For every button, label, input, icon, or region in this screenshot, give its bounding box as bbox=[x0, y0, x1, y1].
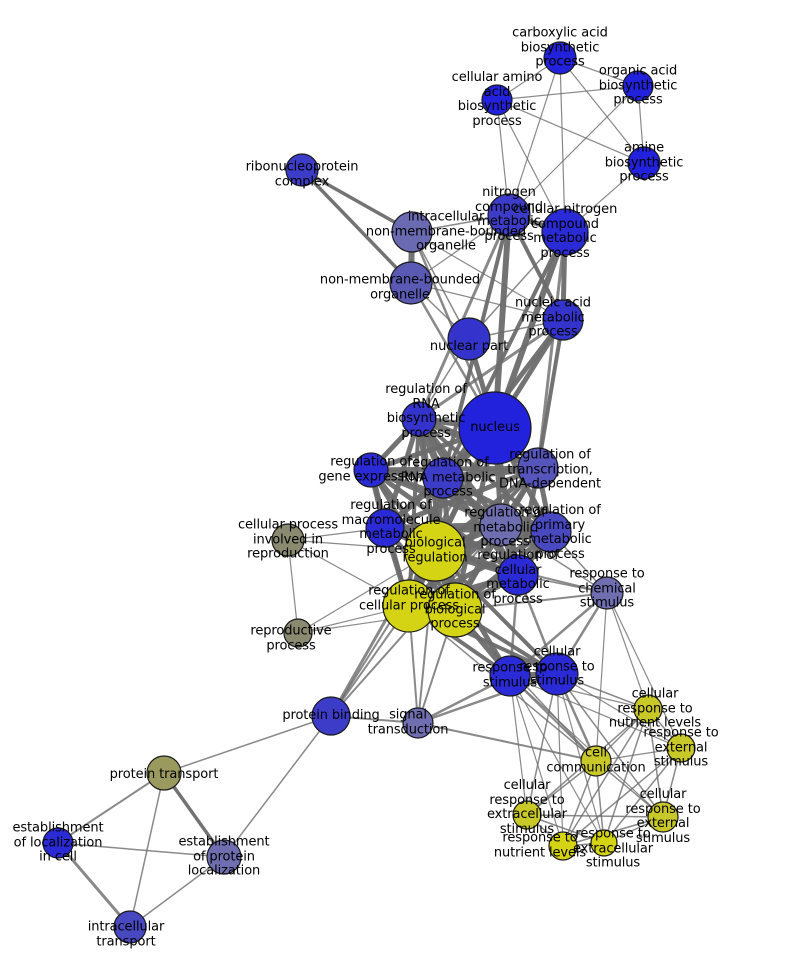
graph-node[interactable] bbox=[285, 153, 319, 187]
graph-edge bbox=[556, 673, 682, 749]
graph-edge bbox=[417, 722, 597, 762]
graph-node[interactable] bbox=[541, 208, 589, 256]
graph-edge bbox=[536, 231, 567, 469]
graph-node[interactable] bbox=[497, 554, 539, 596]
graph-edge bbox=[562, 747, 682, 847]
graph-edge bbox=[562, 816, 664, 847]
graph-node[interactable] bbox=[391, 211, 433, 253]
graph-edge bbox=[603, 747, 682, 844]
graph-edge bbox=[509, 675, 528, 816]
graph-node[interactable] bbox=[283, 618, 313, 648]
graph-node[interactable] bbox=[489, 655, 531, 697]
graph-node[interactable] bbox=[535, 652, 579, 696]
graph-node[interactable] bbox=[146, 755, 182, 791]
graph-node[interactable] bbox=[42, 827, 74, 859]
graph-node[interactable] bbox=[487, 193, 531, 237]
graph-edge bbox=[468, 231, 566, 340]
graph-node[interactable] bbox=[353, 452, 389, 488]
graph-edge bbox=[411, 231, 564, 321]
graph-edge bbox=[410, 282, 564, 321]
graph-edge bbox=[417, 214, 511, 420]
graph-node[interactable] bbox=[271, 523, 305, 557]
graph-edge bbox=[407, 529, 553, 609]
graph-edge bbox=[508, 85, 639, 216]
graph-edge bbox=[526, 673, 558, 816]
graph-edge bbox=[509, 675, 564, 847]
graph-node[interactable] bbox=[382, 579, 436, 633]
graph-edge bbox=[223, 715, 332, 858]
graph-node[interactable] bbox=[542, 299, 584, 341]
graph-node[interactable] bbox=[365, 508, 405, 548]
graph-node[interactable] bbox=[479, 503, 523, 547]
node-group bbox=[42, 41, 696, 944]
graph-node[interactable] bbox=[422, 457, 464, 499]
graph-edge bbox=[301, 168, 413, 234]
graph-node[interactable] bbox=[427, 582, 483, 638]
graph-node[interactable] bbox=[404, 520, 466, 582]
graph-node[interactable] bbox=[590, 576, 624, 610]
graph-edge bbox=[536, 319, 565, 469]
graph-node[interactable] bbox=[401, 401, 437, 437]
graph-node[interactable] bbox=[530, 511, 572, 553]
graph-edge bbox=[562, 708, 649, 847]
graph-edge bbox=[57, 772, 165, 844]
graph-edge bbox=[509, 592, 608, 677]
graph-edge bbox=[418, 318, 564, 421]
graph-edge bbox=[57, 842, 225, 858]
graph-node[interactable] bbox=[543, 41, 577, 75]
graph-edge bbox=[417, 672, 558, 725]
graph-edge bbox=[56, 842, 132, 928]
graph-node[interactable] bbox=[622, 70, 654, 102]
graph-node[interactable] bbox=[590, 829, 618, 857]
graph-node[interactable] bbox=[113, 910, 147, 944]
graph-edge bbox=[163, 715, 332, 774]
graph-edge bbox=[300, 168, 413, 285]
graph-node[interactable] bbox=[481, 84, 513, 116]
graph-node[interactable] bbox=[402, 707, 434, 739]
graph-node[interactable] bbox=[389, 261, 433, 305]
graph-edge bbox=[606, 592, 649, 710]
graph-node[interactable] bbox=[512, 800, 542, 830]
graph-edge bbox=[508, 57, 561, 216]
graph-edge bbox=[509, 675, 664, 818]
graph-edge bbox=[647, 708, 664, 818]
graph-node[interactable] bbox=[458, 391, 532, 465]
graph-edge bbox=[559, 57, 645, 164]
graph-edge bbox=[496, 85, 639, 101]
graph-edge bbox=[129, 856, 225, 928]
graph-edge bbox=[496, 99, 566, 233]
graph-edge bbox=[606, 592, 682, 749]
graph-node[interactable] bbox=[548, 831, 578, 861]
graph-node[interactable] bbox=[206, 839, 242, 875]
graph-node[interactable] bbox=[666, 733, 696, 763]
graph-node[interactable] bbox=[627, 146, 661, 180]
graph-edge bbox=[559, 57, 566, 233]
graph-edge bbox=[603, 708, 649, 844]
graph-node[interactable] bbox=[580, 745, 612, 777]
graph-node[interactable] bbox=[311, 696, 351, 736]
edge-group bbox=[56, 57, 682, 928]
graph-node[interactable] bbox=[633, 694, 663, 724]
graph-edge bbox=[595, 592, 608, 762]
graph-edge bbox=[556, 673, 564, 847]
graph-node[interactable] bbox=[517, 447, 559, 489]
graph-edge bbox=[526, 814, 664, 818]
graph-node[interactable] bbox=[447, 317, 491, 361]
graph-node[interactable] bbox=[647, 801, 679, 833]
graph-edge bbox=[496, 99, 645, 164]
